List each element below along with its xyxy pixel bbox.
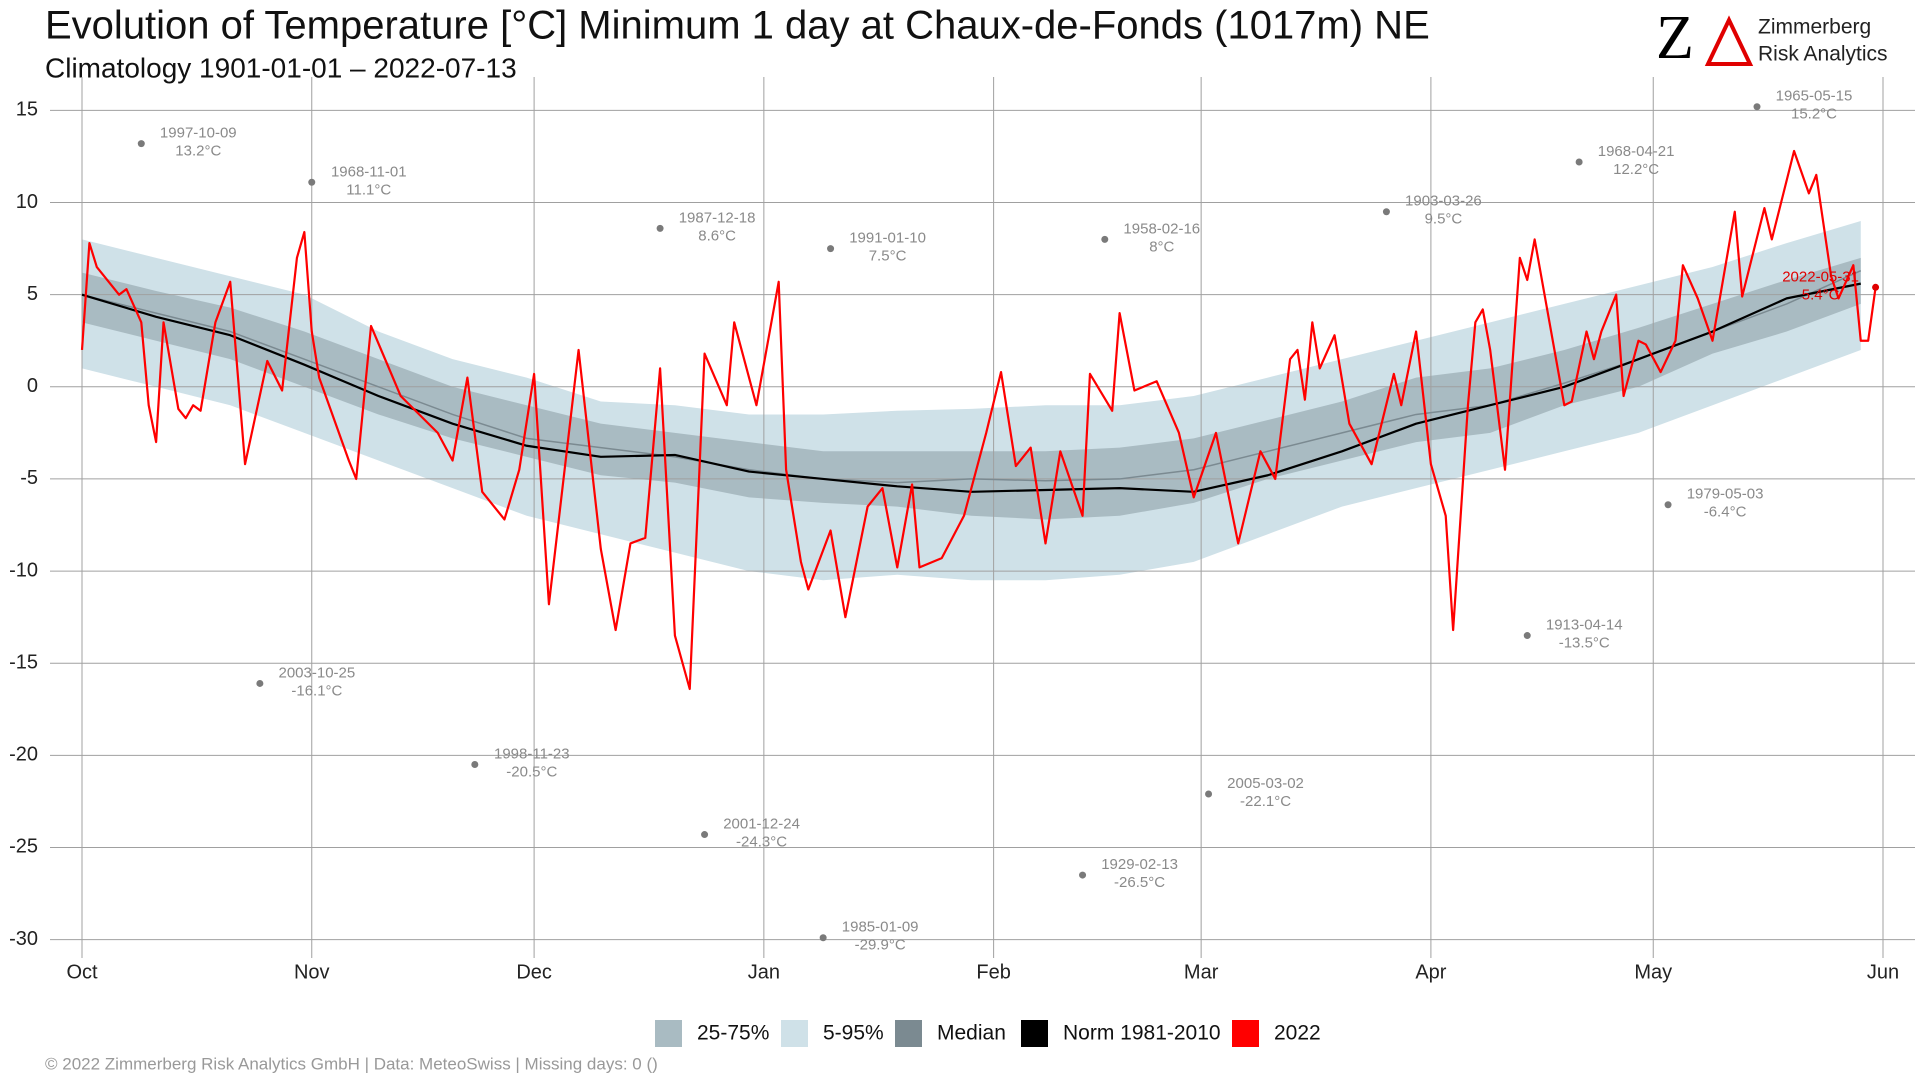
- legend-swatch: [781, 1020, 808, 1047]
- y-tick-label: -15: [9, 651, 38, 673]
- legend-label: Norm 1981-2010: [1063, 1022, 1221, 1045]
- y-tick-label: 15: [16, 99, 38, 121]
- record-label: 5.4°C: [1802, 286, 1840, 303]
- legend-item: Norm 1981-2010: [1021, 1020, 1221, 1047]
- y-tick-label: -30: [9, 928, 38, 950]
- record-date: 1997-10-09: [160, 125, 237, 142]
- legend-item: 25-75%: [655, 1020, 769, 1047]
- record-point: [656, 224, 664, 232]
- record-date: 1913-04-14: [1546, 617, 1623, 634]
- record-date: 1985-01-09: [842, 919, 919, 936]
- x-tick-label: Apr: [1415, 961, 1446, 983]
- record-label: 12.2°C: [1613, 161, 1659, 178]
- x-tick-label: May: [1634, 961, 1672, 983]
- record-point: [1575, 158, 1583, 166]
- logo-line2: Risk Analytics: [1758, 43, 1888, 66]
- record-label: -24.3°C: [736, 834, 787, 851]
- record-date: 2003-10-25: [279, 664, 356, 681]
- y-tick-label: 10: [16, 191, 38, 213]
- record-label: -6.4°C: [1704, 504, 1747, 521]
- record-date: 1903-03-26: [1405, 193, 1482, 210]
- record-point: [1205, 790, 1213, 798]
- record-label: 11.1°C: [346, 181, 391, 198]
- y-tick-label: 5: [27, 283, 38, 305]
- record-label: 13.2°C: [175, 143, 221, 160]
- legend-swatch: [1021, 1020, 1048, 1047]
- logo-line1: Zimmerberg: [1758, 16, 1871, 39]
- record-date: 1998-11-23: [494, 746, 570, 763]
- record-label: 8°C: [1149, 238, 1174, 255]
- legend-item: 2022: [1232, 1020, 1321, 1047]
- record-point: [256, 679, 264, 687]
- record-point: [137, 140, 145, 148]
- record-date: 2005-03-02: [1227, 775, 1304, 792]
- x-tick-label: Dec: [516, 961, 552, 983]
- record-point: [1101, 235, 1109, 243]
- record-date: 1979-05-03: [1687, 486, 1764, 503]
- record-label: 8.6°C: [698, 227, 736, 244]
- record-date: 2001-12-24: [723, 816, 800, 833]
- record-point: [471, 761, 479, 769]
- record-label: -22.1°C: [1240, 793, 1291, 810]
- logo-triangle: [1704, 15, 1754, 66]
- x-tick-label: Jun: [1867, 961, 1899, 983]
- record-label: -16.1°C: [291, 682, 342, 699]
- legend-label: 5-95%: [823, 1022, 884, 1045]
- footer: © 2022 Zimmerberg Risk Analytics GmbH | …: [45, 1054, 658, 1073]
- record-date: 1958-02-16: [1123, 220, 1200, 237]
- record-date: 1968-04-21: [1598, 143, 1675, 160]
- record-point: [1382, 208, 1390, 216]
- record-label: -26.5°C: [1114, 874, 1165, 891]
- record-point: [819, 934, 827, 942]
- band: [82, 220, 1861, 581]
- record-point: [1753, 103, 1761, 111]
- record-label: -29.9°C: [855, 937, 906, 954]
- x-tick-label: Jan: [748, 961, 780, 983]
- record-date: 1968-11-01: [331, 163, 407, 180]
- record-point: [1664, 501, 1672, 509]
- legend-swatch: [655, 1020, 682, 1047]
- series-line: [81, 270, 1862, 484]
- y-tick-label: -10: [9, 559, 38, 581]
- x-tick-label: Nov: [294, 961, 330, 983]
- y-tick-label: -25: [9, 836, 38, 858]
- record-label: -13.5°C: [1559, 635, 1610, 652]
- legend-label: 2022: [1274, 1022, 1321, 1045]
- legend-swatch: [1232, 1020, 1259, 1047]
- chart-subtitle: Climatology 1901-01-01 – 2022-07-13: [45, 52, 517, 83]
- y-tick-label: -5: [20, 467, 38, 489]
- record-label: -20.5°C: [506, 764, 557, 781]
- x-tick-label: Feb: [976, 961, 1010, 983]
- record-label: 7.5°C: [869, 248, 907, 265]
- record-point: [1872, 283, 1880, 291]
- series-line: [80, 149, 1877, 691]
- record-date: 2022-05-31: [1782, 268, 1859, 285]
- record-point: [701, 831, 709, 839]
- x-tick-label: Oct: [66, 961, 98, 983]
- legend-item: Median: [895, 1020, 1006, 1047]
- record-point: [1079, 871, 1087, 879]
- record-label: 15.2°C: [1791, 106, 1837, 123]
- y-tick-label: -20: [9, 744, 38, 766]
- record-date: 1987-12-18: [679, 209, 756, 226]
- record-date: 1929-02-13: [1101, 856, 1178, 873]
- record-date: 1991-01-10: [849, 230, 926, 247]
- legend-label: Median: [937, 1022, 1006, 1045]
- x-tick-label: Mar: [1184, 961, 1219, 983]
- legend-label: 25-75%: [697, 1022, 769, 1045]
- chart-title: Evolution of Temperature [°C] Minimum 1 …: [45, 4, 1430, 48]
- legend-swatch: [895, 1020, 922, 1047]
- record-point: [308, 178, 316, 186]
- legend-item: 5-95%: [781, 1020, 884, 1047]
- band: [82, 257, 1861, 520]
- logo: Z Zimmerberg Risk Analytics: [1656, 4, 1888, 72]
- logo-mark: Z: [1656, 4, 1694, 72]
- record-label: 9.5°C: [1425, 211, 1463, 228]
- record-point: [1523, 632, 1531, 640]
- record-point: [827, 245, 835, 253]
- y-tick-label: 0: [27, 375, 38, 397]
- record-date: 1965-05-15: [1776, 88, 1853, 105]
